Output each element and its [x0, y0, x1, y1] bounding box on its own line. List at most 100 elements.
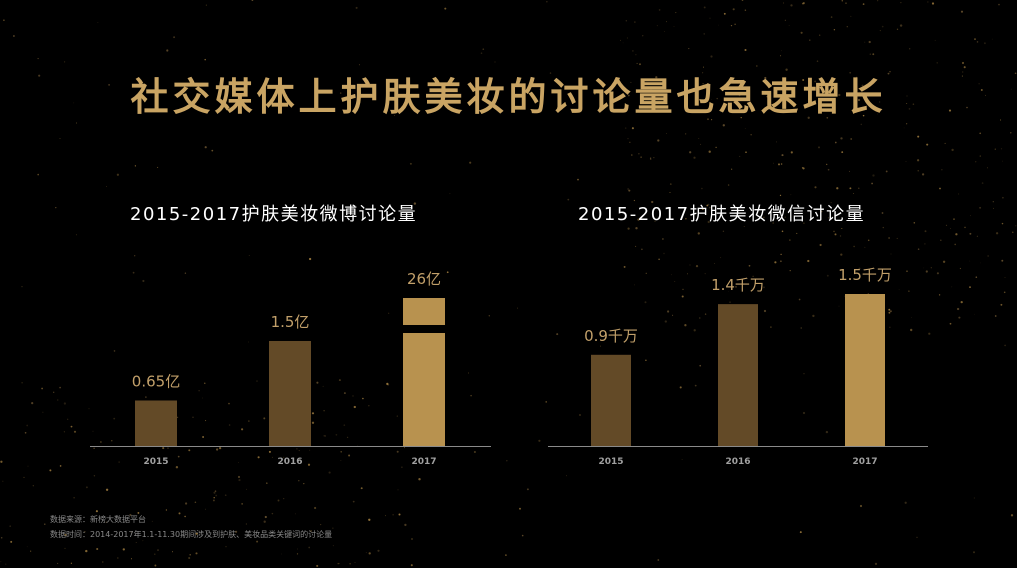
- star-dot: [904, 501, 907, 504]
- star-dot: [684, 324, 687, 327]
- bar-2016: [269, 341, 311, 446]
- star-dot: [860, 123, 863, 126]
- star-dot: [185, 502, 188, 505]
- star-dot: [679, 386, 682, 389]
- star-dot: [666, 21, 667, 23]
- data-label-2017: 1.5千万: [838, 266, 892, 284]
- star-dot: [566, 475, 567, 477]
- star-dot: [970, 215, 972, 217]
- star-dot: [192, 416, 194, 419]
- star-dot: [204, 146, 207, 149]
- star-dot: [807, 259, 810, 263]
- star-dot: [521, 534, 524, 537]
- star-dot: [75, 122, 78, 124]
- star-dot: [1015, 225, 1017, 227]
- star-dot: [346, 436, 349, 438]
- star-dot: [264, 515, 267, 519]
- star-dot: [332, 527, 334, 529]
- star-dot: [981, 182, 984, 184]
- star-dot: [785, 91, 787, 93]
- star-dot: [31, 402, 34, 405]
- star-dot: [927, 1, 929, 3]
- star-dot: [24, 431, 27, 434]
- star-dot: [846, 26, 848, 28]
- star-dot: [194, 501, 197, 503]
- star-dot: [298, 480, 300, 482]
- star-dot: [645, 272, 647, 274]
- star-dot: [151, 520, 153, 522]
- star-dot: [627, 94, 630, 97]
- star-dot: [195, 532, 198, 535]
- star-dot: [296, 553, 299, 555]
- star-dot: [702, 72, 704, 74]
- star-dot: [37, 58, 39, 60]
- star-dot: [898, 289, 900, 291]
- star-dot: [627, 227, 630, 230]
- star-dot: [12, 35, 15, 37]
- star-dot: [940, 239, 942, 242]
- star-dot: [166, 49, 169, 52]
- star-dot: [830, 16, 833, 18]
- star-dot: [214, 490, 217, 492]
- star-dot: [281, 553, 283, 555]
- star-dot: [840, 253, 843, 256]
- star-dot: [669, 183, 672, 185]
- star-dot: [248, 341, 249, 343]
- star-dot: [332, 545, 334, 547]
- star-dot: [780, 55, 782, 57]
- star-dot: [137, 511, 140, 514]
- star-dot: [154, 564, 157, 567]
- star-dot: [1014, 72, 1017, 75]
- star-dot: [624, 127, 627, 129]
- star-dot: [189, 554, 191, 556]
- star-dot: [814, 186, 817, 189]
- star-dot: [939, 187, 941, 190]
- star-dot: [784, 216, 786, 218]
- star-dot: [673, 26, 675, 27]
- star-dot: [188, 556, 191, 560]
- star-dot: [106, 186, 107, 188]
- star-dot: [205, 4, 207, 6]
- star-dot: [714, 263, 715, 264]
- star-dot: [925, 270, 928, 273]
- star-dot: [5, 563, 7, 565]
- star-dot: [689, 264, 691, 266]
- star-dot: [906, 102, 908, 104]
- star-dot: [204, 382, 206, 384]
- star-dot: [409, 162, 412, 165]
- star-dot: [814, 80, 817, 83]
- star-dot: [879, 30, 881, 32]
- star-dot: [748, 264, 751, 267]
- star-dot: [3, 19, 5, 22]
- star-dot: [738, 94, 741, 97]
- star-dot: [387, 383, 390, 386]
- star-dot: [781, 230, 784, 233]
- star-dot: [480, 52, 483, 54]
- star-dot: [906, 95, 908, 97]
- star-dot: [102, 561, 104, 563]
- star-dot: [950, 228, 951, 229]
- star-dot: [697, 232, 700, 235]
- star-dot: [26, 424, 29, 427]
- star-dot: [812, 314, 815, 318]
- star-dot: [1010, 514, 1014, 517]
- star-dot: [716, 97, 718, 100]
- star-dot: [403, 447, 405, 449]
- star-dot: [55, 206, 57, 209]
- star-dot: [651, 200, 654, 204]
- star-dot: [879, 101, 881, 103]
- star-dot: [245, 523, 248, 525]
- star-dot: [96, 547, 99, 551]
- star-dot: [446, 271, 449, 274]
- star-dot: [283, 498, 285, 500]
- bar-2015: [135, 400, 177, 446]
- star-dot: [850, 15, 852, 17]
- star-dot: [936, 62, 938, 64]
- star-dot: [888, 311, 891, 314]
- star-dot: [224, 494, 227, 497]
- star-dot: [225, 546, 227, 548]
- star-dot: [1001, 222, 1004, 225]
- star-dot: [963, 66, 966, 69]
- star-dot: [853, 245, 855, 248]
- star-dot: [644, 301, 647, 304]
